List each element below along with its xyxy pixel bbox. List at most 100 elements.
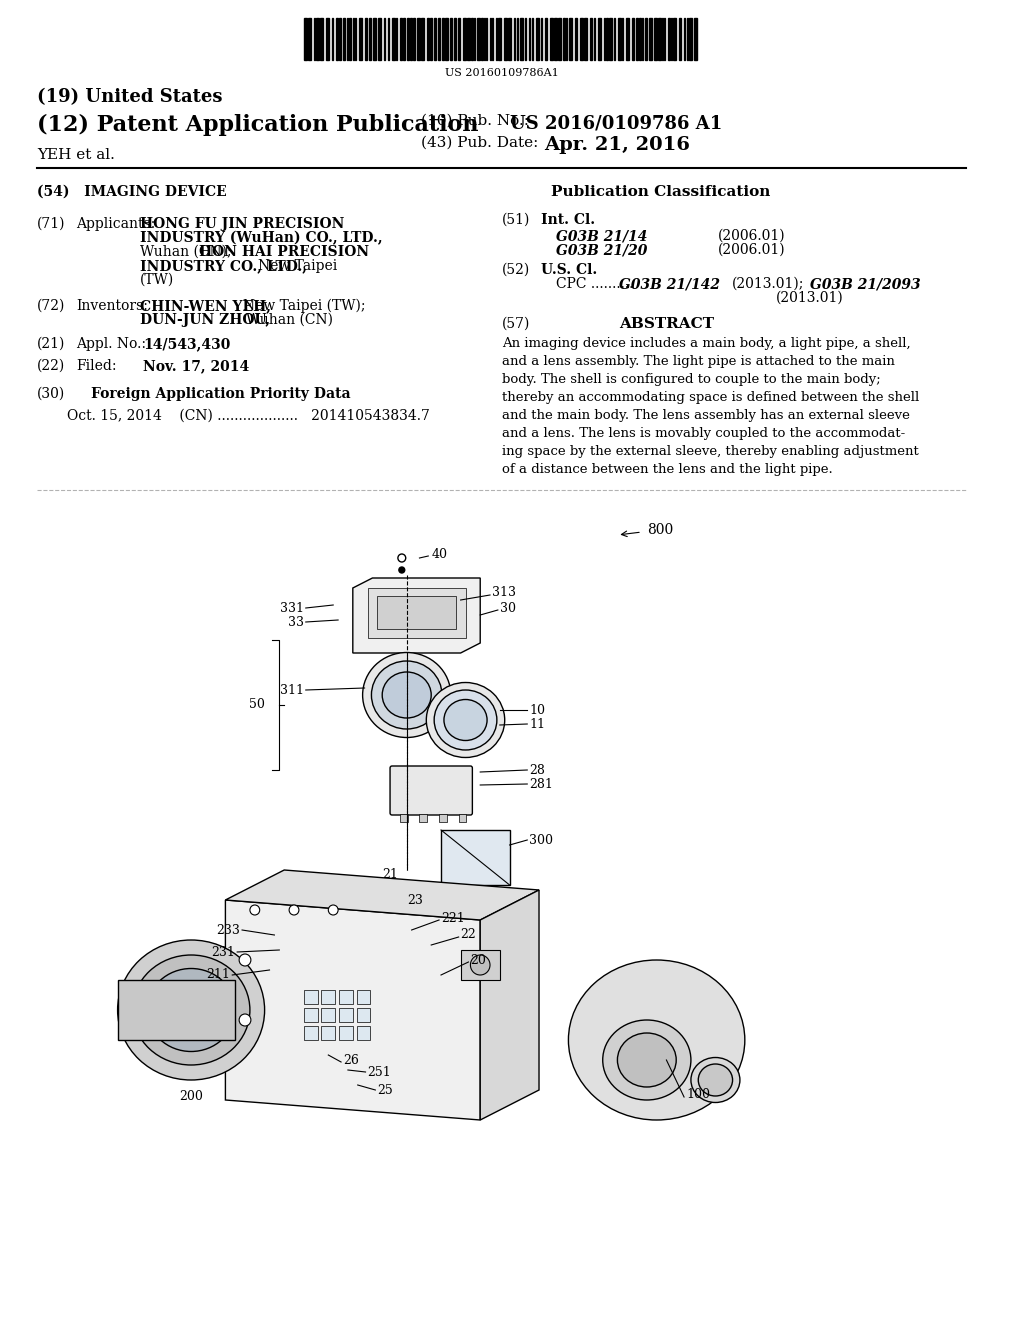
- Text: 21: 21: [382, 869, 398, 882]
- Bar: [413, 18, 415, 59]
- Text: 23: 23: [407, 894, 423, 907]
- Text: Applicants:: Applicants:: [77, 216, 156, 231]
- Bar: [674, 18, 676, 59]
- PathPatch shape: [353, 578, 480, 653]
- Text: U.S. Cl.: U.S. Cl.: [541, 263, 597, 277]
- Text: 231: 231: [211, 945, 236, 958]
- Text: An imaging device includes a main body, a light pipe, a shell,
and a lens assemb: An imaging device includes a main body, …: [502, 337, 919, 477]
- Text: (12) Patent Application Publication: (12) Patent Application Publication: [37, 114, 479, 136]
- Bar: [339, 1008, 353, 1022]
- Bar: [349, 18, 351, 59]
- Text: ABSTRACT: ABSTRACT: [620, 317, 715, 331]
- Bar: [598, 18, 601, 59]
- Text: 25: 25: [377, 1084, 393, 1097]
- Ellipse shape: [132, 954, 250, 1065]
- Ellipse shape: [118, 940, 264, 1080]
- Bar: [378, 18, 381, 59]
- PathPatch shape: [225, 900, 480, 1119]
- Text: (22): (22): [37, 359, 66, 374]
- Bar: [679, 18, 681, 59]
- Bar: [356, 990, 371, 1005]
- Bar: [590, 18, 592, 59]
- Text: INDUSTRY (WuHan) CO., LTD.,: INDUSTRY (WuHan) CO., LTD.,: [140, 231, 383, 246]
- Bar: [649, 18, 651, 59]
- Bar: [410, 18, 412, 59]
- Bar: [339, 18, 341, 59]
- Text: (19) United States: (19) United States: [37, 88, 223, 106]
- Text: Inventors:: Inventors:: [77, 300, 148, 313]
- Text: 40: 40: [431, 548, 447, 561]
- Bar: [481, 18, 483, 59]
- Text: (52): (52): [502, 263, 530, 277]
- Bar: [356, 1008, 371, 1022]
- Text: (71): (71): [37, 216, 66, 231]
- Text: 211: 211: [207, 969, 230, 982]
- Bar: [445, 18, 447, 59]
- Circle shape: [240, 954, 251, 966]
- Circle shape: [470, 954, 490, 975]
- Text: 100: 100: [686, 1089, 710, 1101]
- Bar: [632, 18, 634, 59]
- Bar: [468, 18, 470, 59]
- Text: G03B 21/14: G03B 21/14: [556, 228, 647, 243]
- Text: US 20160109786A1: US 20160109786A1: [444, 69, 559, 78]
- Bar: [118, 979, 236, 1040]
- Text: 200: 200: [179, 1090, 203, 1104]
- Text: 251: 251: [368, 1065, 391, 1078]
- Text: (10) Pub. No.:: (10) Pub. No.:: [422, 114, 529, 128]
- Text: (57): (57): [502, 317, 530, 331]
- Bar: [581, 18, 583, 59]
- Circle shape: [398, 554, 406, 562]
- Bar: [339, 1026, 353, 1040]
- Ellipse shape: [603, 1020, 691, 1100]
- Bar: [304, 1008, 317, 1022]
- Ellipse shape: [434, 690, 497, 750]
- Text: 11: 11: [529, 718, 545, 730]
- Bar: [498, 18, 501, 59]
- Bar: [657, 18, 660, 59]
- Bar: [356, 1026, 371, 1040]
- Circle shape: [329, 906, 338, 915]
- Ellipse shape: [617, 1034, 676, 1086]
- Text: Nov. 17, 2014: Nov. 17, 2014: [143, 359, 249, 374]
- Text: 221: 221: [441, 912, 465, 924]
- Text: 800: 800: [647, 523, 673, 537]
- Text: US 2016/0109786 A1: US 2016/0109786 A1: [510, 114, 722, 132]
- Bar: [545, 18, 547, 59]
- Text: 281: 281: [529, 777, 553, 791]
- Bar: [645, 18, 647, 59]
- Ellipse shape: [444, 700, 487, 741]
- Bar: [562, 18, 565, 59]
- Text: CPC ..........: CPC ..........: [556, 277, 637, 290]
- Text: 331: 331: [280, 602, 304, 615]
- Bar: [427, 18, 429, 59]
- Ellipse shape: [382, 672, 431, 718]
- Text: (2006.01): (2006.01): [718, 243, 785, 257]
- Ellipse shape: [698, 1064, 732, 1096]
- Bar: [605, 18, 607, 59]
- Bar: [508, 18, 511, 59]
- Bar: [438, 18, 440, 59]
- Text: Oct. 15, 2014    (CN) ...................   201410543834.7: Oct. 15, 2014 (CN) ................... 2…: [67, 409, 429, 422]
- Bar: [370, 18, 372, 59]
- Bar: [327, 18, 330, 59]
- Bar: [407, 18, 409, 59]
- Text: 50: 50: [249, 698, 264, 711]
- Bar: [420, 814, 427, 822]
- Bar: [442, 18, 444, 59]
- Bar: [569, 18, 572, 59]
- Bar: [584, 18, 587, 59]
- Text: CHIN-WEN YEH,: CHIN-WEN YEH,: [140, 300, 271, 313]
- Text: (2013.01): (2013.01): [776, 290, 844, 305]
- Bar: [392, 18, 395, 59]
- Bar: [339, 990, 353, 1005]
- Ellipse shape: [372, 661, 442, 729]
- Text: (30): (30): [37, 387, 66, 401]
- Bar: [399, 814, 408, 822]
- Ellipse shape: [162, 982, 220, 1038]
- Bar: [520, 18, 523, 59]
- Text: (TW): (TW): [140, 273, 174, 286]
- Bar: [343, 18, 345, 59]
- Bar: [558, 18, 560, 59]
- Text: 30: 30: [500, 602, 516, 615]
